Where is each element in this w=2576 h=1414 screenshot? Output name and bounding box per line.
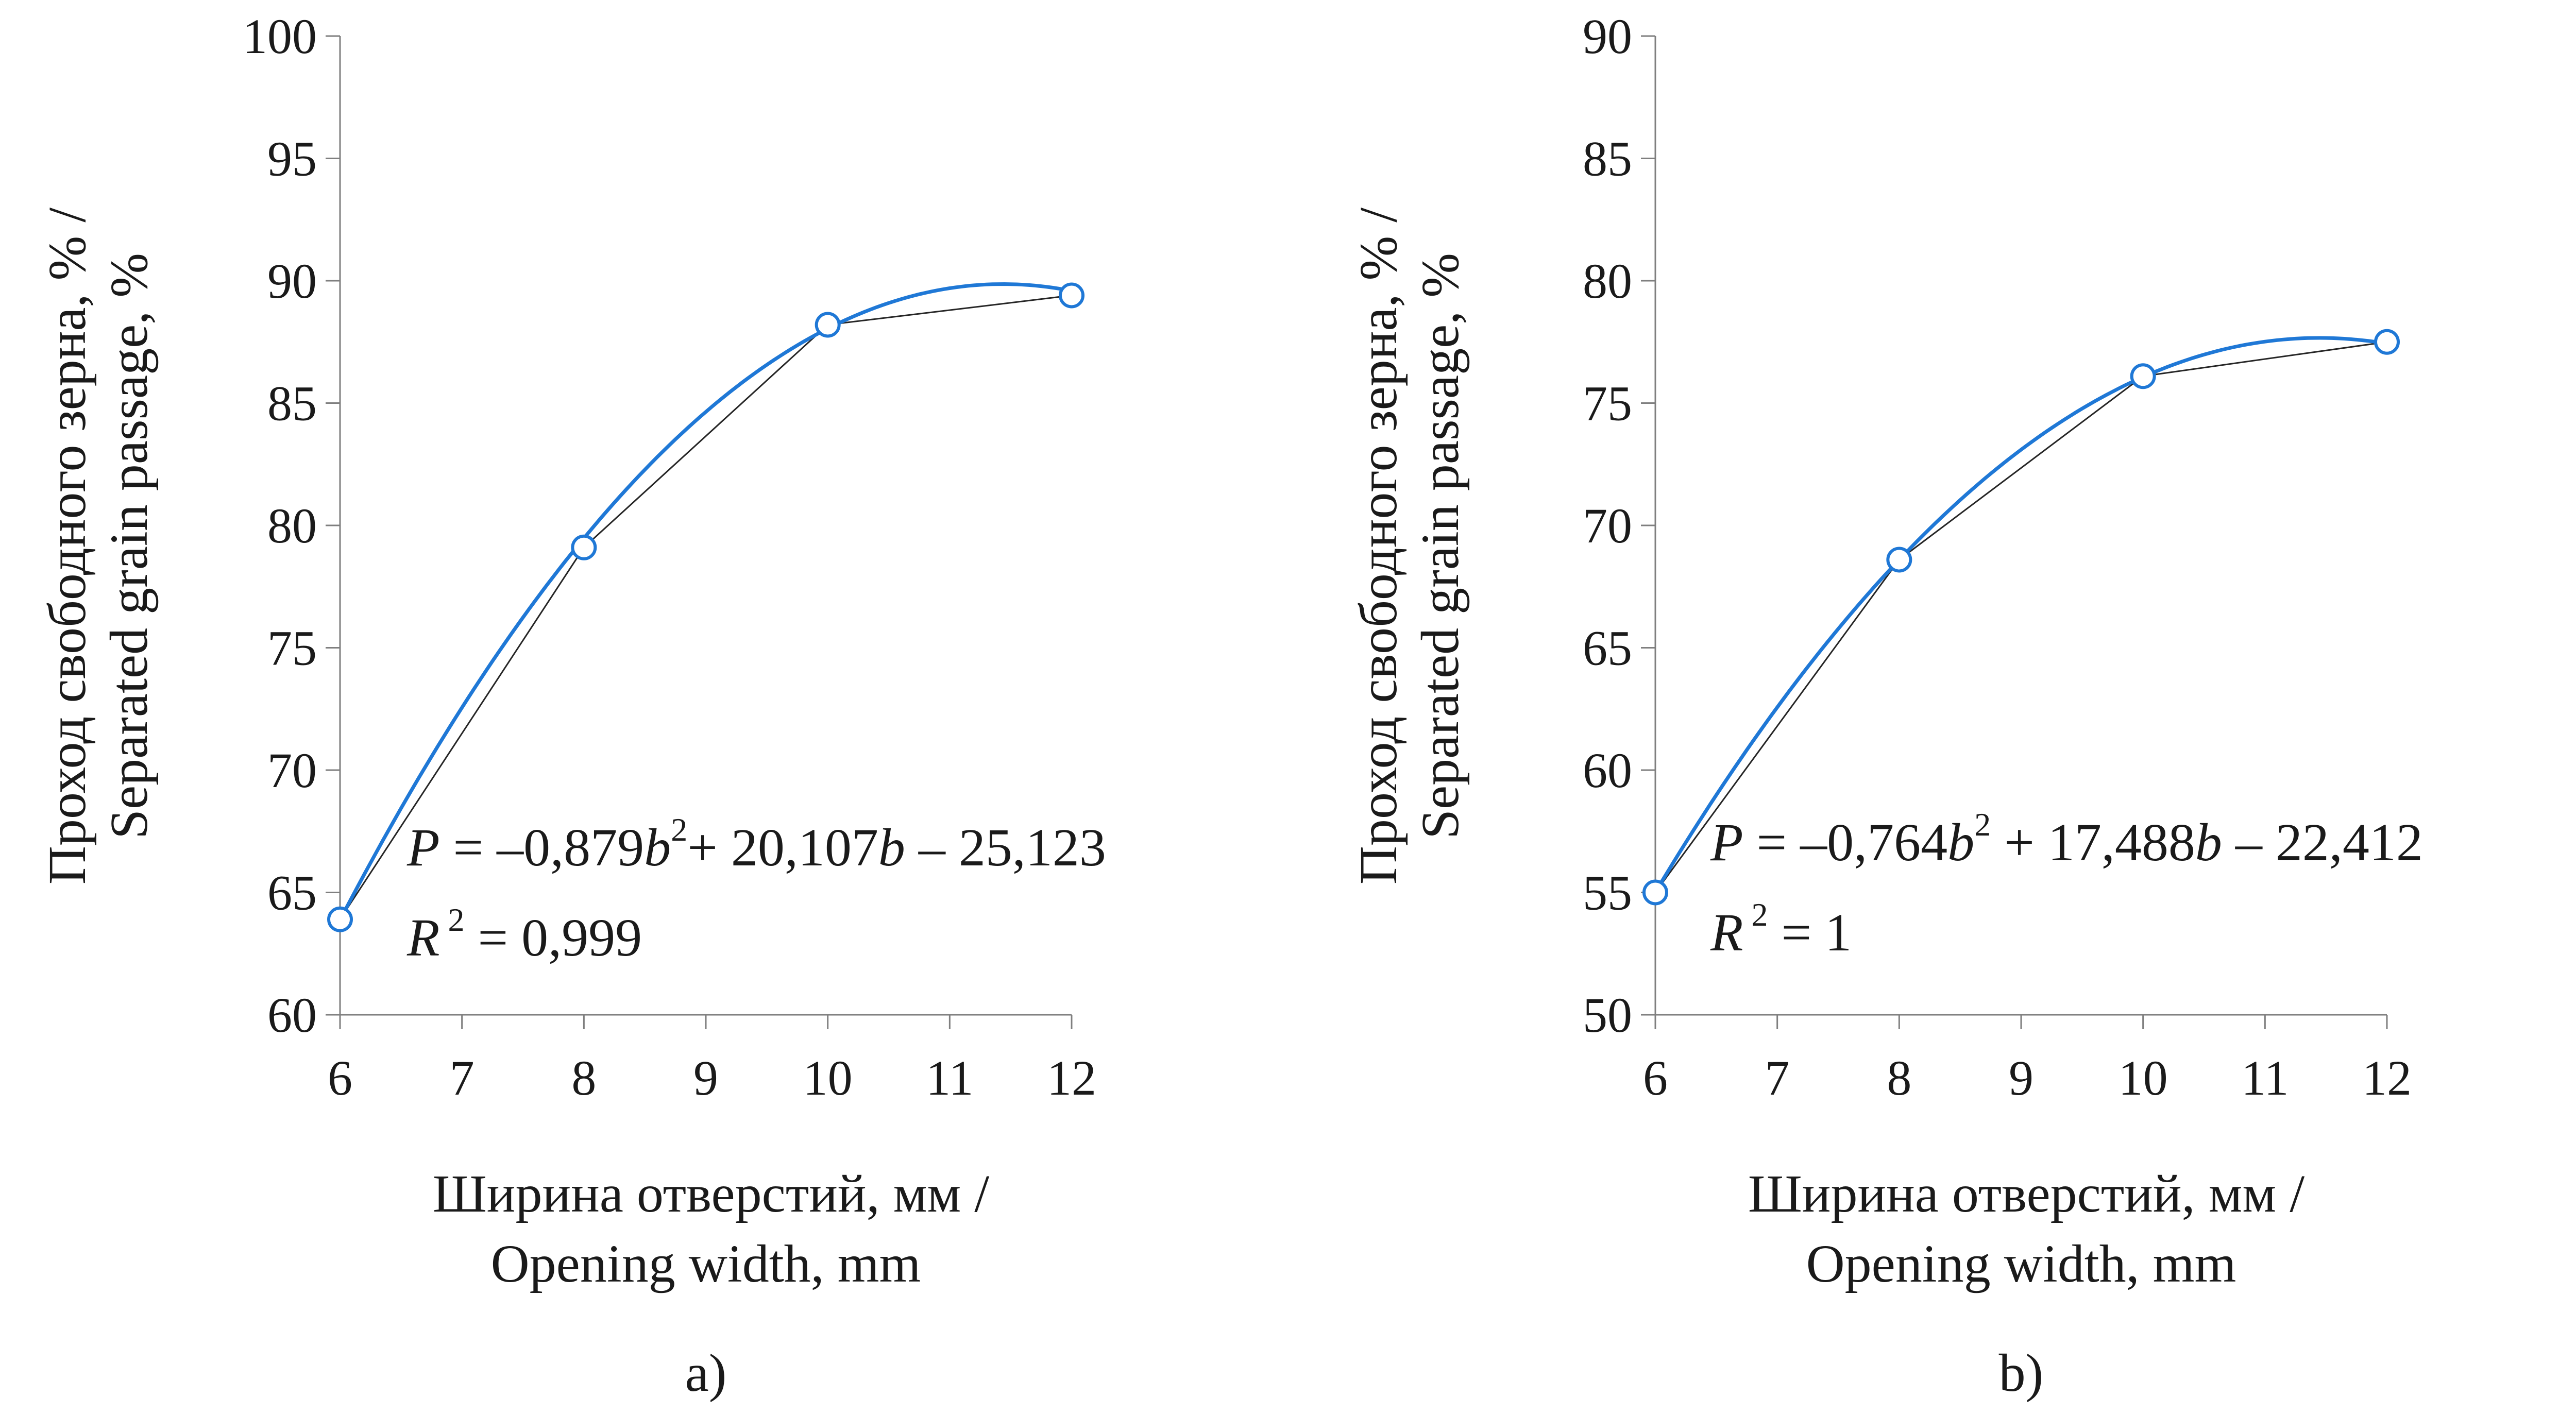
r-squared: R 2 = 0,999 <box>406 901 642 967</box>
y-tick-label: 65 <box>267 865 317 921</box>
data-point-marker <box>2374 329 2400 355</box>
x-tick-label: 8 <box>1887 1050 1911 1105</box>
y-axis-title-line2: Separated grain passage, % <box>99 253 159 839</box>
y-tick-label: 100 <box>243 9 317 64</box>
data-point-marker <box>1886 547 1912 573</box>
x-tick-label: 10 <box>803 1050 853 1105</box>
x-axis-title-line2: Opening width, mm <box>1806 1234 2236 1293</box>
x-axis-title-line1: Ширина отверстий, мм / <box>433 1164 989 1223</box>
r-squared-sup: 2 <box>440 901 465 938</box>
equation-part2: + 17,488 <box>1991 813 2195 872</box>
y-tick-label: 55 <box>1583 865 1632 921</box>
equation-part2: + 20,107 <box>687 818 878 877</box>
y-tick-label: 60 <box>1583 743 1632 798</box>
y-tick-label: 75 <box>1583 376 1632 431</box>
r-squared-value: = 1 <box>1768 903 1852 962</box>
x-axis-title-line2: Opening width, mm <box>491 1234 921 1293</box>
x-tick-label: 11 <box>2241 1050 2289 1105</box>
y-tick-label: 90 <box>267 253 317 309</box>
y-tick-label: 95 <box>267 131 317 186</box>
y-tick-label: 75 <box>267 621 317 676</box>
y-axis-title-line1: Проход свободного зерна, % / <box>1349 208 1408 884</box>
chart-panel-a: 60 65 70 75 80 85 90 95 100 6 7 8 9 10 11 12 Проход своб… <box>38 9 1106 1403</box>
y-axis-title-line1: Проход свободного зерна, % / <box>38 208 97 884</box>
x-tick-label: 10 <box>2119 1050 2168 1105</box>
x-axis-title-line1: Ширина отверстий, мм / <box>1748 1164 2304 1223</box>
y-tick-label: 80 <box>267 498 317 553</box>
equation-sup1: 2 <box>671 811 687 848</box>
trendline <box>338 282 1072 921</box>
r-squared-r: R <box>1710 903 1743 962</box>
x-tick-label: 12 <box>1047 1050 1096 1105</box>
y-tick-label: 85 <box>1583 131 1632 186</box>
y-tick-label: 90 <box>1583 9 1632 64</box>
equation-part3: – 22,412 <box>2222 813 2423 872</box>
x-tick-label: 7 <box>1765 1050 1790 1105</box>
trendline-equation: P = –0,764b2 + 17,488b – 22,412 <box>1710 806 2423 872</box>
equation-sup1: 2 <box>1974 806 1991 843</box>
x-tick-label: 11 <box>926 1050 973 1105</box>
data-point-marker <box>1059 282 1084 309</box>
equation-p: P <box>1710 813 1743 872</box>
data-point-marker <box>571 534 597 560</box>
y-tick-label: 85 <box>267 376 317 431</box>
y-tick-label: 70 <box>267 743 317 798</box>
r-squared: R 2 = 1 <box>1710 896 1852 962</box>
trendline-equation: P = –0,879b2+ 20,107b – 25,123 <box>406 811 1106 877</box>
x-tick-label: 6 <box>1643 1050 1668 1105</box>
equation-p: P <box>406 818 440 877</box>
panel-label: b) <box>1999 1343 2044 1403</box>
x-tick-label: 8 <box>571 1050 596 1105</box>
chart-panel-b: 50 55 60 65 70 75 80 85 90 6 7 8 9 10 11 12 Проход свобо… <box>1349 9 2423 1403</box>
y-tick-label: 80 <box>1583 253 1632 309</box>
data-point-marker <box>1642 879 1668 906</box>
y-axis-title-line2: Separated grain passage, % <box>1411 253 1470 839</box>
data-point-marker <box>2130 363 2156 389</box>
equation-part1: = –0,764 <box>1743 813 1948 872</box>
r-squared-value: = 0,999 <box>465 908 642 967</box>
y-tick-label: 50 <box>1583 987 1632 1043</box>
y-tick-label: 65 <box>1583 621 1632 676</box>
y-tick-label: 60 <box>267 987 317 1043</box>
series-line <box>1654 341 2387 893</box>
x-tick-label: 7 <box>450 1050 474 1105</box>
equation-b2: b <box>878 818 905 877</box>
r-squared-r: R <box>406 908 440 967</box>
x-tick-label: 12 <box>2362 1050 2412 1105</box>
series-line <box>339 295 1072 920</box>
x-tick-label: 9 <box>2009 1050 2033 1105</box>
trendline <box>1654 336 2387 893</box>
data-point-marker <box>815 312 841 338</box>
panel-label: a) <box>685 1343 727 1403</box>
equation-part1: = –0,879 <box>440 818 645 877</box>
equation-b1: b <box>1947 813 1974 872</box>
x-tick-label: 6 <box>328 1050 352 1105</box>
x-tick-label: 9 <box>693 1050 718 1105</box>
y-tick-label: 70 <box>1583 498 1632 553</box>
equation-b2: b <box>2195 813 2222 872</box>
equation-b1: b <box>644 818 671 877</box>
r-squared-sup: 2 <box>1743 896 1768 933</box>
data-point-marker <box>327 906 353 932</box>
equation-part3: – 25,123 <box>905 818 1106 877</box>
